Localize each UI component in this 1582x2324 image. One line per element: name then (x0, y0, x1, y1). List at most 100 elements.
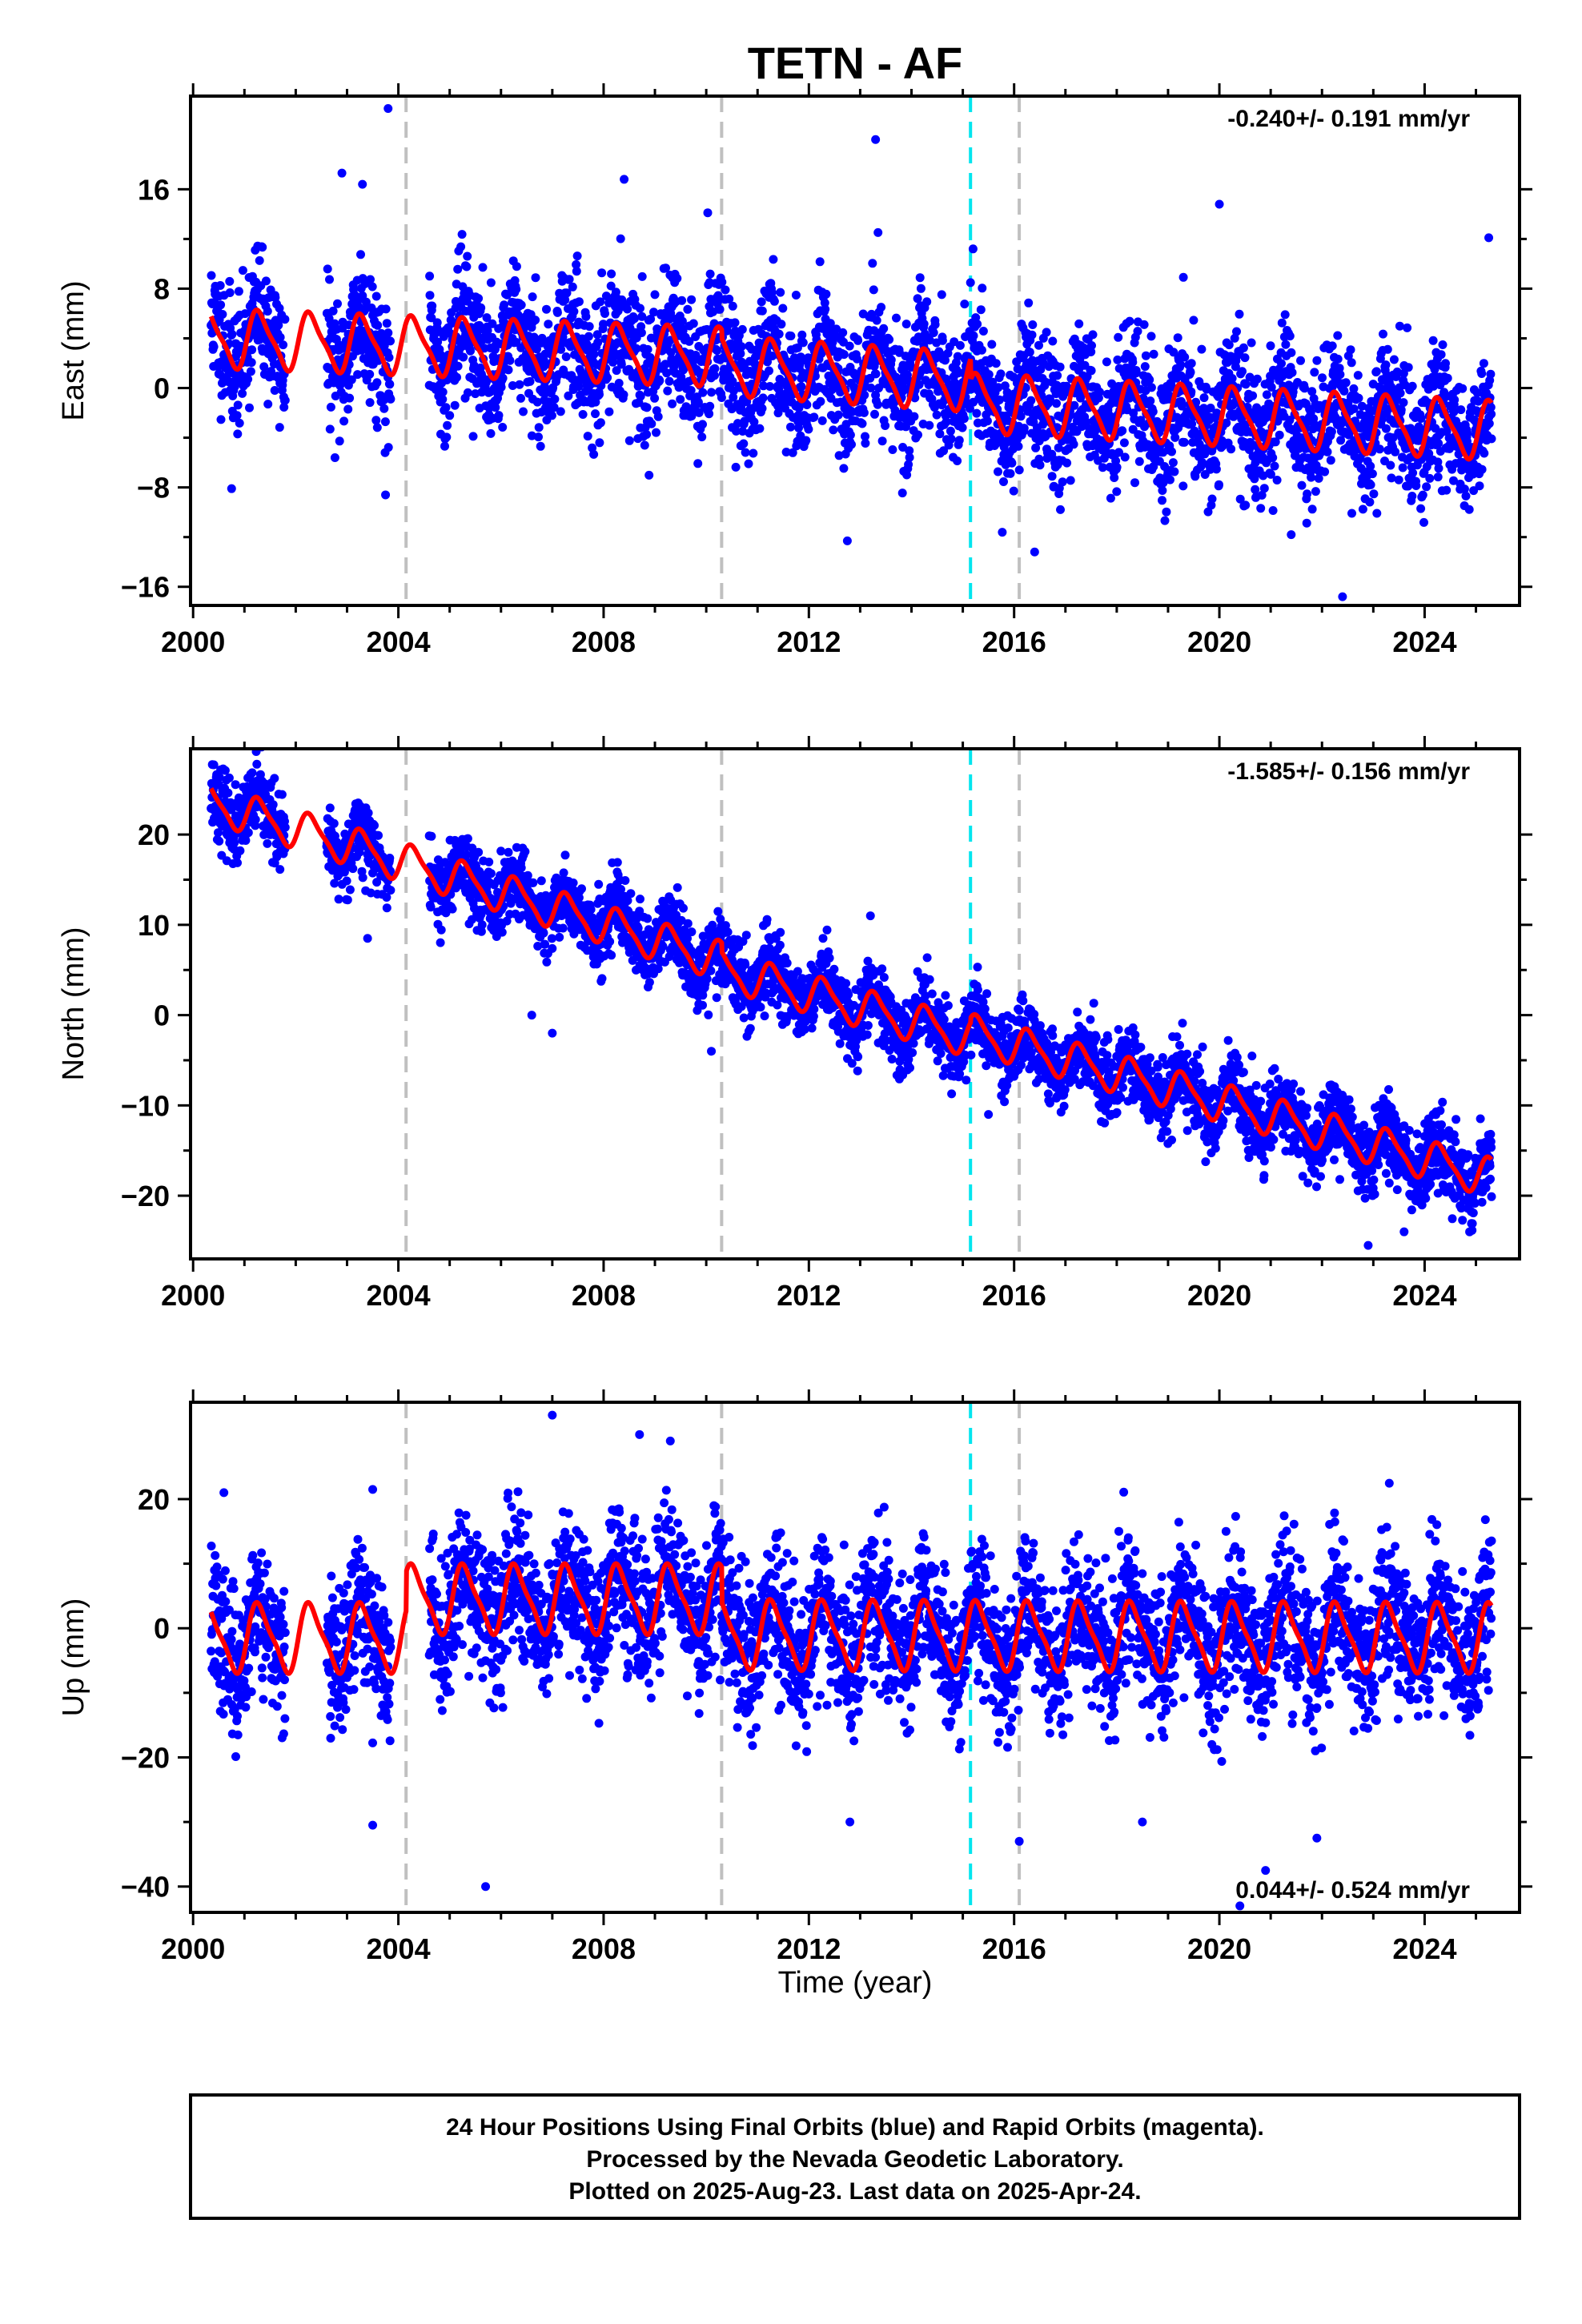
data-point (636, 328, 646, 337)
data-point (1277, 359, 1286, 368)
data-point (231, 780, 240, 790)
outlier-point (383, 104, 393, 114)
data-point (765, 366, 773, 376)
data-point (797, 382, 806, 392)
data-point (693, 397, 703, 407)
data-point (1366, 461, 1375, 471)
data-point (1281, 340, 1291, 349)
data-point (954, 436, 964, 445)
data-point (1449, 476, 1458, 485)
data-point (562, 288, 572, 298)
data-point (568, 879, 578, 887)
data-point (1450, 395, 1460, 404)
data-point (462, 262, 472, 271)
data-point (1235, 494, 1245, 504)
data-point (263, 307, 272, 316)
data-point (515, 380, 524, 389)
data-point (216, 300, 226, 310)
data-point (738, 427, 748, 436)
data-point (636, 392, 645, 401)
data-point (1114, 332, 1123, 342)
data-point (647, 419, 656, 428)
outlier-point (871, 135, 881, 144)
data-point (786, 422, 795, 432)
data-point (1239, 343, 1248, 352)
data-point (1257, 490, 1267, 500)
outlier-point (358, 179, 367, 189)
data-point (1353, 371, 1363, 380)
y-tick-label: 8 (154, 272, 170, 305)
data-point (1106, 493, 1115, 503)
data-point (233, 429, 243, 439)
data-point (584, 322, 594, 332)
data-point (1095, 388, 1104, 397)
data-point (616, 234, 625, 243)
data-point (902, 370, 912, 380)
data-point (1347, 358, 1356, 368)
data-point (1271, 437, 1280, 447)
data-point (372, 378, 382, 388)
data-point (1211, 464, 1221, 474)
data-point (687, 412, 697, 420)
data-point (353, 370, 363, 380)
x-tick-label: 2012 (777, 625, 841, 658)
data-point (474, 847, 484, 857)
data-point (953, 352, 962, 361)
data-point (1070, 400, 1079, 410)
data-point (913, 430, 922, 440)
data-point (252, 759, 262, 769)
data-point (326, 402, 335, 412)
data-point (1014, 441, 1023, 451)
data-point (1128, 357, 1138, 367)
data-point (1113, 355, 1122, 364)
data-point (207, 271, 216, 280)
data-point (650, 393, 660, 403)
data-point (749, 448, 758, 458)
data-point (769, 255, 778, 264)
data-point (1082, 417, 1091, 427)
data-point (624, 436, 634, 445)
data-point (379, 404, 389, 413)
data-point (749, 417, 759, 427)
figure-title: TETN - AF (748, 38, 963, 88)
data-point (953, 456, 962, 465)
east-velocity-label: -0.240+/- 0.191 mm/yr (1227, 106, 1470, 132)
data-point (1386, 460, 1395, 470)
data-point (1212, 408, 1222, 418)
data-point (1197, 344, 1207, 354)
data-point (1247, 338, 1256, 348)
data-point (1275, 430, 1284, 440)
data-point (425, 271, 435, 281)
outlier-point (1338, 592, 1347, 601)
data-point (486, 278, 496, 287)
data-point (643, 344, 652, 354)
data-point (1088, 330, 1098, 340)
data-point (1186, 359, 1196, 368)
data-point (373, 320, 383, 330)
data-point (542, 304, 551, 314)
data-point (1026, 396, 1036, 405)
y-tick-label: 16 (138, 173, 170, 206)
data-point (438, 395, 448, 404)
data-point (275, 865, 285, 875)
data-point (703, 208, 713, 218)
data-point (715, 304, 725, 314)
data-point (1055, 362, 1065, 372)
data-point (1333, 331, 1343, 340)
data-point (1436, 350, 1446, 360)
data-point (1307, 505, 1317, 514)
data-point (497, 927, 507, 937)
data-point (773, 408, 783, 418)
data-point (1136, 416, 1146, 425)
data-point (589, 349, 599, 359)
data-point (1477, 464, 1487, 474)
data-point (215, 836, 224, 846)
data-point (1021, 383, 1030, 392)
outlier-point (1215, 199, 1224, 209)
data-point (491, 403, 500, 412)
data-point (328, 306, 338, 316)
data-point (1416, 504, 1426, 513)
data-point (453, 361, 463, 371)
data-point (606, 281, 616, 291)
data-point (730, 318, 740, 328)
